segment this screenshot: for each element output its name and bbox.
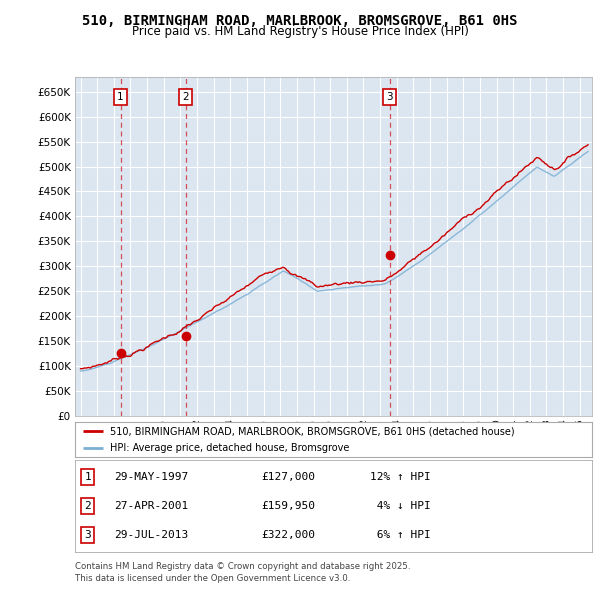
Text: 2: 2 [85,501,91,511]
Text: 3: 3 [386,91,393,101]
Text: £127,000: £127,000 [261,471,315,481]
Text: 510, BIRMINGHAM ROAD, MARLBROOK, BROMSGROVE, B61 0HS: 510, BIRMINGHAM ROAD, MARLBROOK, BROMSGR… [82,14,518,28]
Text: 1: 1 [117,91,124,101]
Text: Price paid vs. HM Land Registry's House Price Index (HPI): Price paid vs. HM Land Registry's House … [131,25,469,38]
Text: 12% ↑ HPI: 12% ↑ HPI [370,471,431,481]
Text: 29-MAY-1997: 29-MAY-1997 [114,471,188,481]
Text: 4% ↓ HPI: 4% ↓ HPI [370,501,431,511]
Text: 27-APR-2001: 27-APR-2001 [114,501,188,511]
Text: 29-JUL-2013: 29-JUL-2013 [114,530,188,540]
Text: 510, BIRMINGHAM ROAD, MARLBROOK, BROMSGROVE, B61 0HS (detached house): 510, BIRMINGHAM ROAD, MARLBROOK, BROMSGR… [110,427,515,437]
Text: HPI: Average price, detached house, Bromsgrove: HPI: Average price, detached house, Brom… [110,444,350,453]
Text: 1: 1 [85,471,91,481]
Text: 6% ↑ HPI: 6% ↑ HPI [370,530,431,540]
Text: 2: 2 [182,91,189,101]
Text: £159,950: £159,950 [261,501,315,511]
Text: 3: 3 [85,530,91,540]
Text: Contains HM Land Registry data © Crown copyright and database right 2025.
This d: Contains HM Land Registry data © Crown c… [75,562,410,583]
Text: £322,000: £322,000 [261,530,315,540]
